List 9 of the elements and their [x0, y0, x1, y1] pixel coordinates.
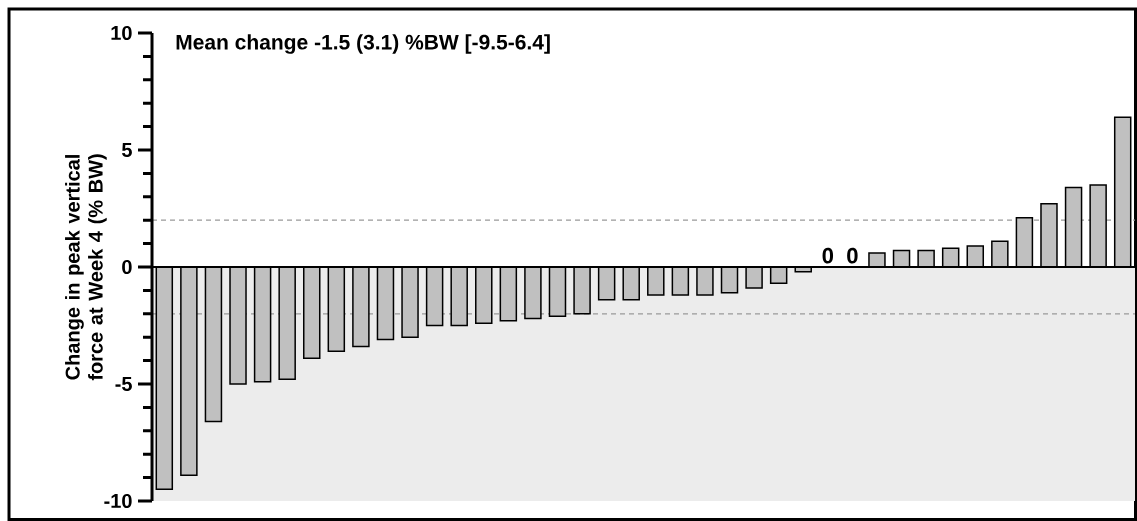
y-tick-label: -10 — [104, 493, 132, 509]
y-tick-label: 0 — [122, 259, 132, 275]
y-tick-label: -5 — [115, 377, 132, 391]
y-tick-label: 10 — [111, 25, 132, 41]
data-label: 0 — [847, 247, 858, 264]
data-label: 0 — [822, 247, 834, 264]
y-tick-label: 5 — [121, 143, 132, 157]
chart-title: Mean change -1.5 (3.1) %BW [-9.5-6.4] — [176, 34, 550, 54]
y-axis-title: Change in peak vertical force at Week 4 (% BW) — [65, 154, 107, 381]
